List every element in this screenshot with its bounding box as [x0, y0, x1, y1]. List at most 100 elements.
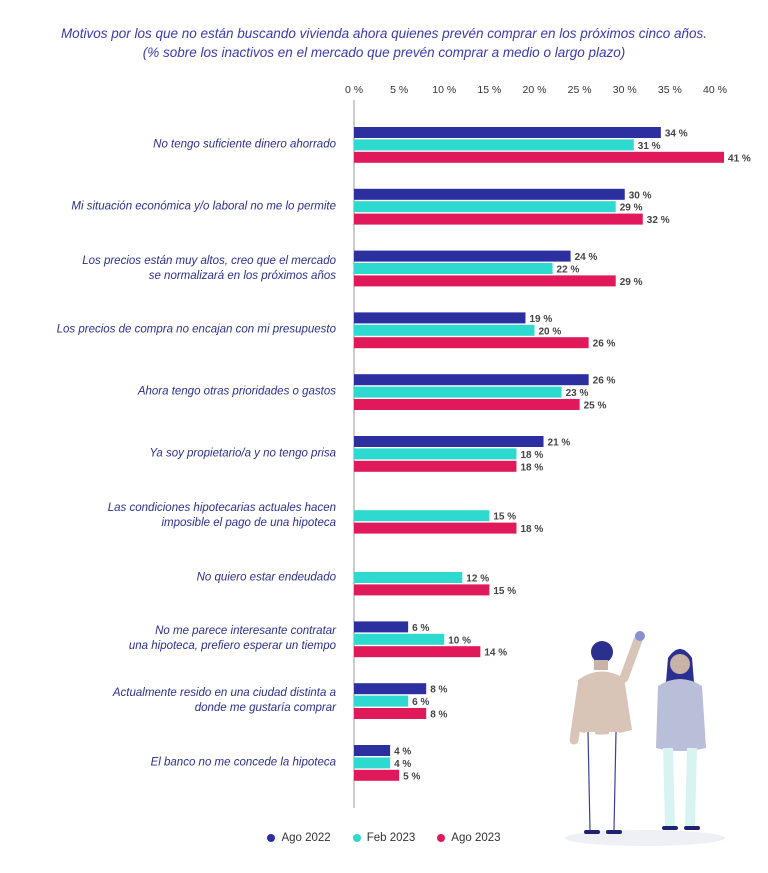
legend-item: Ago 2022	[267, 832, 331, 844]
data-label: 41 %	[728, 153, 751, 164]
title-line-2: (% sobre los inactivos en el mercado que…	[142, 45, 626, 60]
legend-item: Ago 2023	[437, 832, 501, 844]
legend-swatch	[352, 834, 361, 842]
data-label: 10 %	[448, 635, 471, 646]
bar	[354, 399, 580, 410]
data-label: 18 %	[520, 462, 543, 473]
data-label: 18 %	[520, 524, 543, 535]
bar	[354, 324, 535, 336]
category-label-line: No quiero estar endeudado	[196, 571, 336, 583]
x-tick-label: 40 %	[703, 84, 727, 96]
data-label: 26 %	[593, 376, 616, 387]
category-label: Actualmente resido en una ciudad distint…	[6, 686, 336, 716]
category-label: No quiero estar endeudado	[6, 570, 336, 585]
bar	[354, 633, 445, 645]
bar	[354, 708, 427, 719]
data-label: 14 %	[484, 648, 507, 659]
bar	[354, 448, 517, 460]
data-label: 34 %	[665, 129, 688, 140]
category-label-line: No me parece interesante contratar	[155, 625, 336, 638]
category-label-line: No tengo suficiente dinero ahorrado	[153, 138, 336, 151]
bar	[354, 757, 391, 769]
category-label: Mi situación económica y/o laboral no me…	[6, 199, 336, 214]
bar	[354, 374, 589, 386]
bar	[354, 695, 409, 707]
legend-label: Feb 2023	[366, 832, 416, 844]
x-tick-label: 20 %	[523, 84, 547, 96]
bar	[354, 621, 409, 633]
bar	[354, 127, 661, 138]
bar	[354, 263, 553, 274]
category-label: Los precios de compra no encajan con mi …	[6, 323, 336, 338]
x-tick-label: 10 %	[432, 84, 456, 96]
category-label-line: Los precios están muy altos, creo que el…	[82, 254, 336, 267]
bar	[354, 337, 589, 349]
x-tick-label: 25 %	[568, 84, 592, 96]
bar	[354, 139, 634, 151]
category-label: No tengo suficiente dinero ahorrado	[6, 137, 336, 152]
bar	[354, 312, 526, 324]
category-label-line: Los precios de compra no encajan con mi …	[56, 323, 336, 336]
chart-title: Motivos por los que no están buscando vi…	[0, 24, 768, 62]
data-label: 29 %	[620, 203, 643, 214]
bar	[354, 201, 616, 213]
category-label: Las condiciones hipotecarias actuales ha…	[6, 501, 336, 531]
category-label-line: Ya soy propietario/a y no tengo prisa	[149, 447, 336, 460]
data-label: 8 %	[430, 685, 447, 696]
data-label: 26 %	[593, 339, 616, 350]
bar	[354, 151, 725, 163]
category-label-line: donde me gustaría comprar	[194, 702, 336, 715]
people-illustration	[565, 631, 725, 846]
bar	[354, 460, 517, 472]
data-label: 22 %	[557, 265, 580, 276]
bar	[354, 213, 643, 225]
bar	[354, 683, 427, 695]
data-label: 30 %	[629, 190, 652, 201]
data-label: 12 %	[466, 574, 489, 585]
bar	[354, 646, 481, 658]
data-label: 21 %	[548, 438, 571, 449]
data-label: 15 %	[493, 586, 516, 597]
data-label: 25 %	[584, 401, 607, 412]
x-tick-label: 0 %	[345, 84, 363, 96]
bar	[354, 584, 490, 596]
data-label: 6 %	[412, 697, 429, 708]
bar	[354, 250, 571, 262]
category-label-line: Mi situación económica y/o laboral no me…	[71, 200, 336, 213]
legend-swatch	[437, 834, 446, 842]
bar	[354, 769, 400, 781]
legend-swatch	[267, 834, 276, 842]
data-label: 4 %	[394, 747, 411, 758]
data-label: 18 %	[520, 450, 543, 461]
legend: Ago 2022 Feb 2023 Ago 2023	[0, 832, 768, 844]
data-label: 23 %	[566, 388, 589, 399]
bar	[354, 275, 616, 287]
category-label-line: imposible el pago de una hipoteca	[161, 516, 336, 529]
data-label: 24 %	[575, 252, 598, 263]
data-label: 19 %	[529, 314, 552, 325]
data-label: 5 %	[403, 771, 420, 782]
legend-label: Ago 2023	[451, 832, 501, 844]
category-label-line: una hipoteca, prefiero esperar un tiempo	[128, 640, 336, 653]
x-tick-label: 5 %	[390, 84, 408, 96]
data-label: 8 %	[430, 710, 447, 721]
bar	[354, 386, 562, 398]
title-line-1: Motivos por los que no están buscando vi…	[60, 26, 708, 41]
data-label: 20 %	[539, 326, 562, 337]
bar	[354, 188, 625, 200]
data-label: 6 %	[412, 623, 429, 634]
data-label: 32 %	[647, 215, 670, 226]
data-label: 15 %	[493, 512, 516, 523]
x-tick-label: 35 %	[658, 84, 682, 96]
category-label-line: Las condiciones hipotecarias actuales ha…	[107, 501, 336, 514]
bar	[354, 436, 544, 447]
category-label-line: Actualmente resido en una ciudad distint…	[112, 687, 336, 700]
category-label-line: Ahora tengo otras prioridades o gastos	[137, 385, 336, 398]
bar	[354, 745, 391, 756]
category-label-line: El banco no me concede la hipoteca	[150, 756, 336, 769]
category-label: No me parece interesante contratar una hi…	[6, 624, 336, 654]
data-label: 4 %	[394, 759, 411, 770]
bar	[354, 510, 490, 522]
bar	[354, 522, 517, 534]
